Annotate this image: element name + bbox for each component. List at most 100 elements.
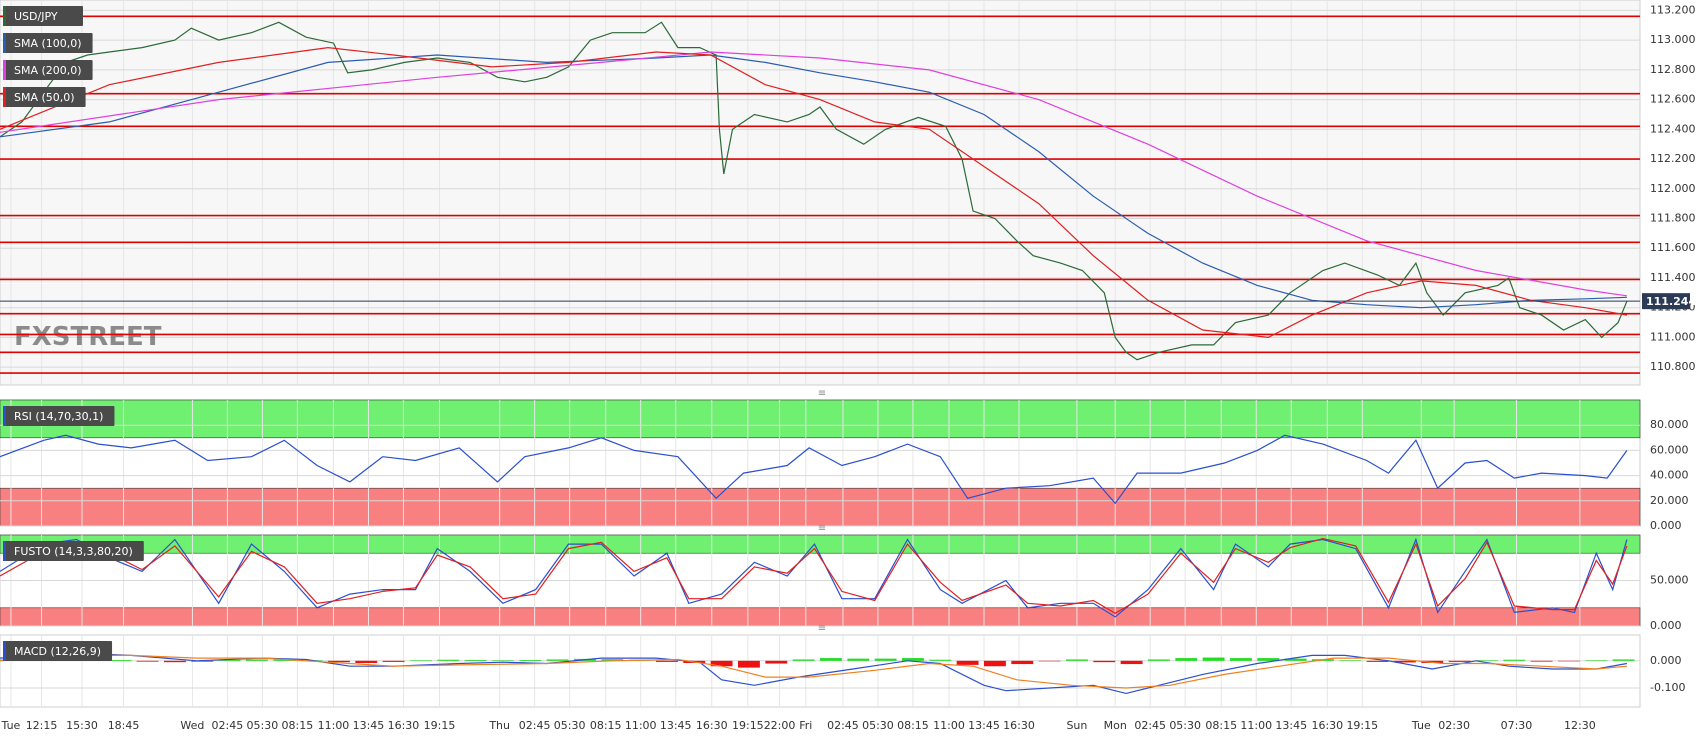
histogram-bar: [902, 658, 924, 661]
histogram-bar: [328, 660, 350, 663]
last-price-tag: [1642, 293, 1690, 310]
histogram-bar: [1066, 659, 1088, 661]
x-tick-label: Thu: [488, 719, 510, 732]
histogram-bar: [820, 658, 842, 661]
histogram-bar: [1366, 660, 1389, 662]
histogram-bar: [929, 659, 952, 661]
histogram-bar: [136, 660, 159, 662]
x-tick-label: 08:15: [1205, 719, 1237, 732]
legend-label: USD/JPY: [14, 10, 58, 23]
histogram-bar: [1503, 659, 1526, 661]
legend-item: USD/JPY: [3, 6, 83, 26]
x-tick-label: 13:45: [1275, 719, 1307, 732]
y-tick-label: 111.000: [1650, 330, 1696, 343]
x-tick-label: 16:30: [388, 719, 420, 732]
y-tick-label: 50.000: [1650, 574, 1689, 587]
y-tick-label: 111.800: [1650, 212, 1696, 225]
histogram-bar: [437, 659, 460, 661]
x-tick-label: 13:45: [968, 719, 1000, 732]
legend-box: [3, 60, 93, 80]
panel-handle: ≡: [818, 388, 826, 399]
x-tick-label: Tue: [1, 719, 21, 732]
histogram-bar: [738, 660, 760, 668]
x-tick-label: 08:15: [897, 719, 929, 732]
y-tick-label: 112.000: [1650, 182, 1696, 195]
histogram-bar: [1148, 659, 1170, 661]
legend-box: [3, 641, 113, 661]
legend-swatch: [3, 641, 6, 661]
histogram-bar: [1530, 660, 1553, 662]
x-tick-label: Wed: [180, 719, 204, 732]
legend-swatch: [3, 60, 6, 80]
y-tick-label: 112.800: [1650, 63, 1696, 76]
histogram-bar: [519, 659, 542, 661]
series-line: [0, 21, 1628, 361]
x-tick-label: Tue: [1411, 719, 1431, 732]
y-tick-label: 110.800: [1650, 360, 1696, 373]
histogram-bar: [191, 660, 214, 662]
histogram-bar: [1612, 659, 1635, 661]
histogram-bar: [1202, 657, 1225, 661]
legend-box: [3, 33, 93, 53]
histogram-bar: [1093, 660, 1116, 663]
zone: [0, 399, 1641, 439]
x-tick-label: 02:30: [1438, 719, 1470, 732]
legend-item: SMA (50,0): [3, 87, 86, 107]
y-tick-label: -0.100: [1650, 681, 1685, 694]
legend-swatch: [3, 541, 6, 561]
x-tick-label: 02:45: [827, 719, 859, 732]
series-line: [0, 654, 1627, 689]
legend-box: [3, 406, 115, 426]
x-tick-label: 11:00: [933, 719, 965, 732]
panel-handle: ≡: [818, 623, 826, 634]
series-line: [0, 652, 1628, 695]
histogram-bar: [164, 660, 186, 663]
x-tick-label: 13:45: [353, 719, 385, 732]
series-line: [0, 434, 1628, 505]
legend-label: RSI (14,70,30,1): [14, 410, 103, 423]
panel-background: [0, 634, 1641, 708]
x-tick-label: 11:00: [318, 719, 350, 732]
legend-label: SMA (100,0): [14, 37, 82, 50]
histogram-bar: [874, 658, 897, 661]
x-tick-label: 02:45: [1134, 719, 1166, 732]
series-line: [0, 46, 1628, 339]
x-tick-label: 02:45: [519, 719, 551, 732]
x-tick-label: 05:30: [247, 719, 279, 732]
x-tick-label: 11:00: [1240, 719, 1272, 732]
x-tick-label: 05:30: [554, 719, 586, 732]
histogram-bar: [765, 660, 788, 664]
watermark: FXSTREET: [14, 322, 162, 352]
histogram-bar: [1230, 658, 1252, 661]
y-tick-label: 113.200: [1650, 3, 1696, 16]
x-tick-label: 12:30: [1564, 719, 1596, 732]
histogram-bar: [546, 659, 569, 661]
legend-label: FUSTO (14,3,3,80,20): [14, 545, 133, 558]
histogram-bar: [1011, 660, 1034, 665]
x-tick-label: Mon: [1104, 719, 1127, 732]
histogram-bar: [492, 660, 514, 661]
histogram-bar: [1038, 660, 1061, 662]
series-line: [0, 51, 1627, 297]
histogram-bar: [1257, 658, 1280, 661]
histogram-bar: [1175, 658, 1198, 661]
x-tick-label: 18:45: [108, 719, 140, 732]
y-tick-label: 113.000: [1650, 33, 1696, 46]
histogram-bar: [1394, 660, 1416, 663]
histogram-bar: [1284, 658, 1307, 661]
x-tick-label: 16:30: [696, 719, 728, 732]
y-tick-label: 112.600: [1650, 93, 1696, 106]
last-price-label: 111.244: [1646, 295, 1696, 308]
x-tick-label: 16:30: [1311, 719, 1343, 732]
histogram-bar: [847, 658, 870, 661]
x-tick-label: 07:30: [1501, 719, 1533, 732]
y-tick-label: 80.000: [1650, 418, 1689, 431]
histogram-bar: [1585, 660, 1608, 661]
x-tick-label: 16:30: [1003, 719, 1035, 732]
y-tick-label: 111.400: [1650, 271, 1696, 284]
legend-item: RSI (14,70,30,1): [3, 406, 115, 426]
histogram-bar: [710, 660, 733, 667]
zone: [0, 534, 1641, 554]
y-tick-label: 60.000: [1650, 443, 1689, 456]
